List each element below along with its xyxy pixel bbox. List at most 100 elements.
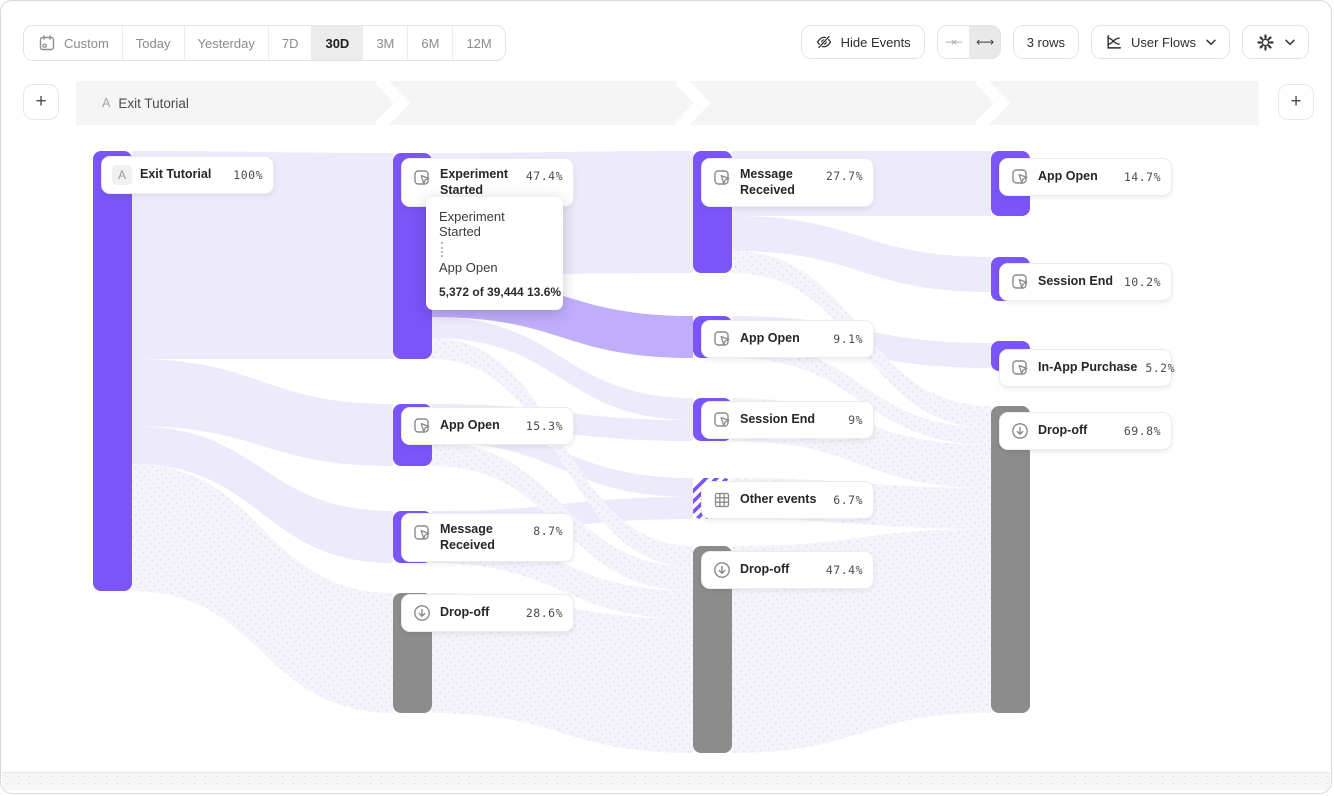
step-chevron-separator [376,81,411,125]
toolbar-right: Hide Events →← ←→ 3 rows User Flows [800,25,1309,59]
flow-links-step3-step4 [732,151,991,753]
date-range-label: 3M [376,35,395,51]
node-label: In-App Purchase [1038,360,1138,375]
date-range-label: 6M [421,35,440,51]
rows-button[interactable]: 3 rows [1012,25,1079,59]
date-range-today[interactable]: Today [121,26,184,60]
flow-ribbon-dropoff [132,464,393,713]
flow-node-exit-tutorial[interactable]: A Exit Tutorial 100% [101,156,274,194]
steps-band[interactable]: A Exit Tutorial [76,81,1259,125]
date-range-label: Yesterday [197,35,255,51]
flow-ribbon [132,151,393,359]
collapse-columns-button[interactable]: →← [938,26,969,58]
node-label: Session End [1038,274,1114,289]
plus-icon: + [35,91,47,112]
flow-node-session-end-step4[interactable]: Session End 10.2% [999,263,1172,301]
date-range-7d[interactable]: 7D [267,26,312,60]
date-range-custom[interactable]: Custom [24,26,122,60]
node-label: Exit Tutorial [140,167,212,182]
flow-node-dropoff-step4[interactable]: Drop-off 69.8% [999,412,1172,450]
drop-off-icon [712,560,732,580]
link-tooltip: Experiment Started App Open 5,372 of 39,… [426,197,563,310]
node-percent: 15.3% [525,419,563,433]
date-range-12m[interactable]: 12M [452,26,504,60]
date-range-label: Today [135,35,171,51]
flow-node-app-open-step2[interactable]: App Open 15.3% [401,407,574,445]
node-label: App Open [1038,169,1098,184]
flow-bar-dropoff-step4[interactable] [991,406,1030,713]
chevron-down-icon [1206,39,1216,46]
event-icon [712,168,732,188]
date-range-6m[interactable]: 6M [407,26,452,60]
flow-node-session-end-step3[interactable]: Session End 9% [701,401,874,439]
user-flows-icon [1105,33,1123,51]
event-icon [712,410,732,430]
event-icon [412,416,432,436]
grid-icon [712,490,732,510]
step-letter: A [102,96,111,110]
node-label: App Open [440,418,500,433]
node-label: Session End [740,412,816,427]
node-percent: 8.7% [533,524,563,538]
node-percent: 9% [848,413,863,427]
flow-node-app-open-step3[interactable]: App Open 9.1% [701,320,874,358]
chart-type-dropdown[interactable]: User Flows [1090,25,1230,59]
hide-events-label: Hide Events [840,34,911,50]
node-label: Drop-off [740,562,790,577]
node-percent: 47.4% [525,169,563,183]
spacing-toggle: →← ←→ [936,25,1001,59]
plus-icon: + [1290,91,1302,112]
calendar-icon [37,33,57,53]
tooltip-target-event: App Open [439,260,498,275]
node-percent: 27.7% [825,169,863,183]
event-icon [1010,358,1030,378]
node-label: Experiment Started [440,167,509,197]
flow-node-dropoff-step2[interactable]: Drop-off 28.6% [401,594,574,632]
eye-off-icon [815,33,833,51]
expand-columns-button[interactable]: ←→ [968,26,1000,58]
flow-links-step1-step2 [132,151,393,713]
flow-ribbon [132,426,393,563]
flow-ribbon-dropoff [432,593,693,753]
hide-events-button[interactable]: Hide Events [800,25,925,59]
node-label: App Open [740,331,800,346]
step-a-badge: A [112,165,132,185]
event-icon [412,523,432,543]
flow-bar-exit-tutorial[interactable] [93,151,132,591]
gear-icon [1256,33,1275,52]
node-percent: 6.7% [833,493,863,507]
collapse-arrows-glyph: →← [945,35,963,49]
date-range-3m[interactable]: 3M [362,26,407,60]
node-percent: 100% [233,168,263,182]
flow-node-dropoff-step3[interactable]: Drop-off 47.4% [701,551,874,589]
flow-ribbon [132,359,393,466]
date-range-label: Custom [64,35,109,51]
rows-label: 3 rows [1026,34,1065,50]
add-step-before-button[interactable]: + [23,84,59,120]
date-range-label: 30D [325,35,350,51]
add-step-after-button[interactable]: + [1278,84,1314,120]
settings-dropdown[interactable] [1242,25,1309,59]
node-percent: 9.1% [833,332,863,346]
step-a-label: A Exit Tutorial [102,81,189,125]
flow-node-other-events-step3[interactable]: Other events 6.7% [701,481,874,519]
flow-node-in-app-purchase-step4[interactable]: In-App Purchase 5.2% [999,349,1175,387]
expand-arrows-glyph: ←→ [976,35,994,49]
flow-ribbon-dropoff [732,341,991,445]
flow-ribbon [732,216,991,292]
horizontal-scrollbar-track[interactable] [2,772,1330,790]
flow-node-app-open-step4[interactable]: App Open 14.7% [999,158,1172,196]
event-icon [1010,272,1030,292]
node-percent: 69.8% [1123,424,1161,438]
event-icon [712,329,732,349]
step-chevron-separator [676,81,711,125]
step-chevron-separator [976,81,1011,125]
node-label: Drop-off [1038,423,1088,438]
flow-node-message-received-step3[interactable]: Message Received 27.7% [701,158,874,208]
toolbar: Custom Today Yesterday 7D 30D 3M 6M 12M … [1,25,1331,61]
date-range-label: 12M [466,35,492,51]
date-range-30d-selected[interactable]: 30D [311,26,363,60]
date-range-yesterday[interactable]: Yesterday [183,26,268,60]
node-percent: 47.4% [825,563,863,577]
flow-node-message-received-step2[interactable]: Message Received 8.7% [401,513,574,563]
